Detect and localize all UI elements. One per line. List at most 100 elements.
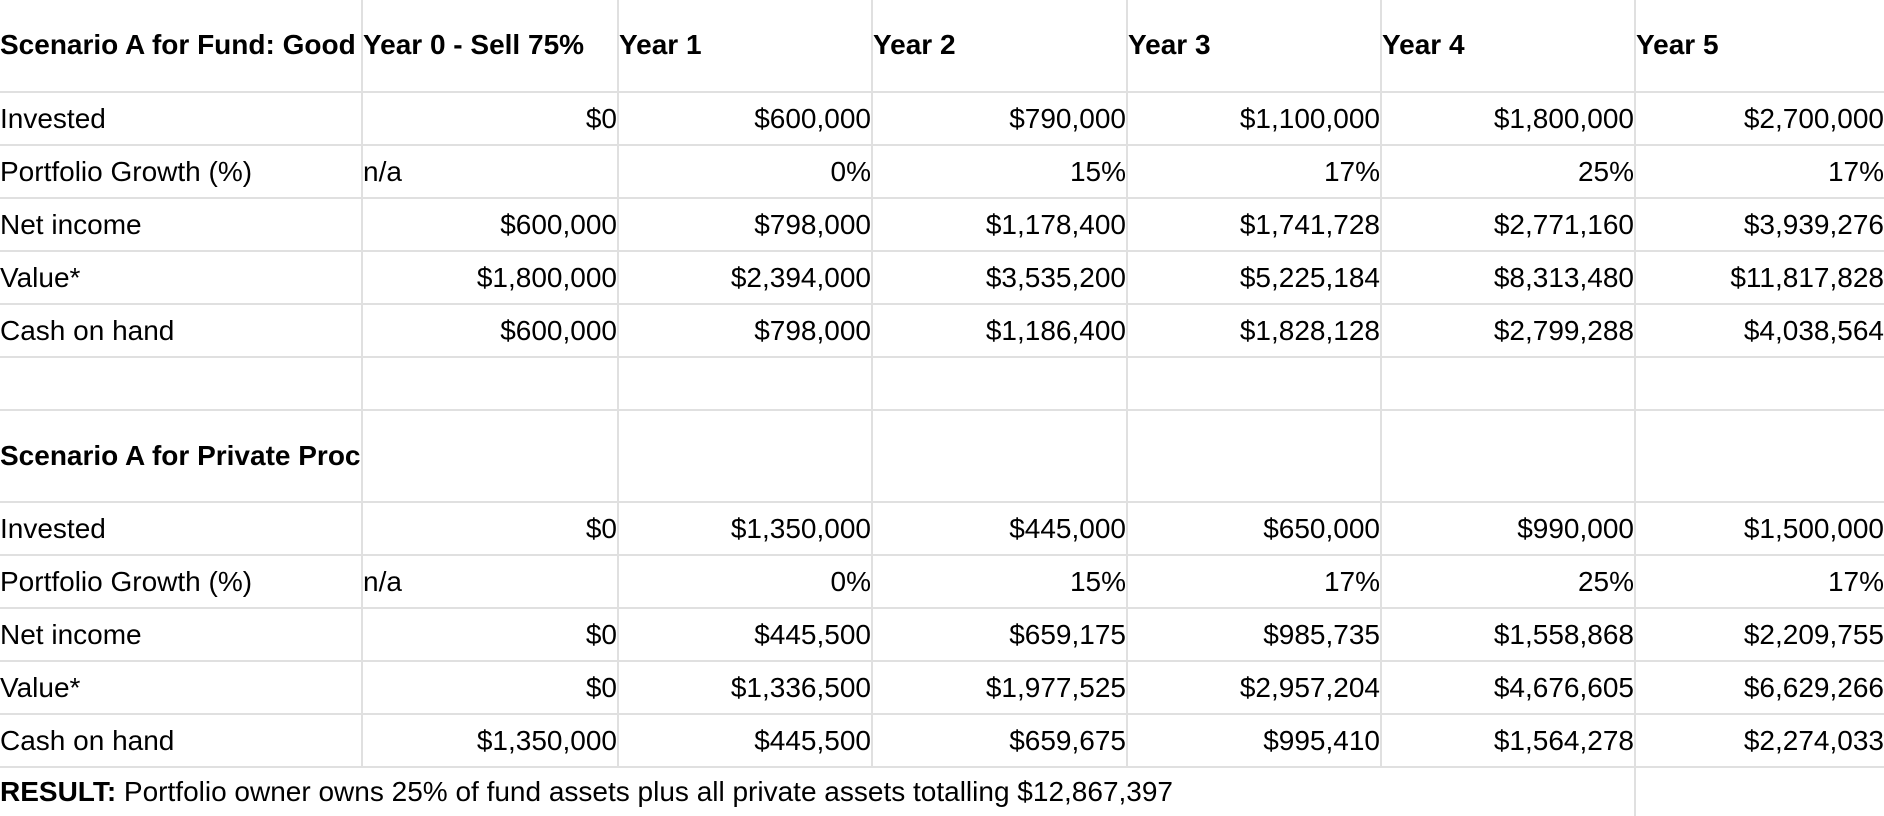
header-year-5[interactable]: Year 5 — [1634, 0, 1884, 93]
row-label-cash-on-hand[interactable]: Cash on hand — [0, 713, 363, 768]
result-cell[interactable]: RESULT: Portfolio owner owns 25% of fund… — [0, 766, 1636, 816]
table-cell[interactable]: $659,175 — [871, 607, 1128, 662]
table-cell[interactable] — [871, 409, 1128, 503]
row-label-net-income[interactable]: Net income — [0, 607, 363, 662]
table-cell[interactable]: $445,000 — [871, 501, 1128, 556]
table-cell[interactable]: $445,500 — [617, 713, 873, 768]
table-cell[interactable]: $0 — [361, 607, 619, 662]
table-cell[interactable]: n/a — [361, 144, 619, 199]
table-cell[interactable]: $995,410 — [1126, 713, 1382, 768]
table-cell[interactable]: $1,977,525 — [871, 660, 1128, 715]
table-cell[interactable]: $4,676,605 — [1380, 660, 1636, 715]
table-cell[interactable]: $1,336,500 — [617, 660, 873, 715]
table-cell[interactable]: $1,350,000 — [361, 713, 619, 768]
header-year-3[interactable]: Year 3 — [1126, 0, 1382, 93]
table-cell[interactable]: $2,799,288 — [1380, 303, 1636, 358]
table-cell[interactable]: 15% — [871, 144, 1128, 199]
result-label: RESULT: — [0, 776, 117, 807]
row-label-invested[interactable]: Invested — [0, 501, 363, 556]
table-cell[interactable]: $990,000 — [1380, 501, 1636, 556]
table-cell[interactable]: $3,939,276 — [1634, 197, 1884, 252]
table-cell[interactable]: $0 — [361, 660, 619, 715]
table-cell[interactable]: $1,800,000 — [1380, 91, 1636, 146]
table-cell[interactable]: $1,558,868 — [1380, 607, 1636, 662]
table-cell[interactable] — [361, 356, 619, 411]
table-row: Invested $0 $1,350,000 $445,000 $650,000… — [0, 501, 1884, 556]
table-cell[interactable]: $1,350,000 — [617, 501, 873, 556]
table-cell[interactable]: $1,100,000 — [1126, 91, 1382, 146]
table-cell[interactable]: $445,500 — [617, 607, 873, 662]
table-cell[interactable]: $600,000 — [361, 303, 619, 358]
section1-title-cell[interactable]: Scenario A for Fund: Good — [0, 0, 363, 93]
table-cell[interactable]: 17% — [1126, 554, 1382, 609]
table-cell[interactable] — [1634, 766, 1884, 816]
table-cell[interactable]: $659,675 — [871, 713, 1128, 768]
table-cell[interactable]: 15% — [871, 554, 1128, 609]
table-cell[interactable] — [1380, 409, 1636, 503]
table-cell[interactable]: $1,564,278 — [1380, 713, 1636, 768]
table-cell[interactable] — [617, 409, 873, 503]
header-year-4[interactable]: Year 4 — [1380, 0, 1636, 93]
table-cell[interactable]: $1,178,400 — [871, 197, 1128, 252]
table-cell[interactable]: $1,186,400 — [871, 303, 1128, 358]
header-year-2[interactable]: Year 2 — [871, 0, 1128, 93]
table-cell[interactable]: n/a — [361, 554, 619, 609]
table-cell[interactable]: $650,000 — [1126, 501, 1382, 556]
table-cell[interactable]: $2,274,033 — [1634, 713, 1884, 768]
table-cell[interactable]: $2,771,160 — [1380, 197, 1636, 252]
table-cell[interactable]: 17% — [1126, 144, 1382, 199]
row-label-value[interactable]: Value* — [0, 660, 363, 715]
table-row: Cash on hand $1,350,000 $445,500 $659,67… — [0, 713, 1884, 768]
table-cell[interactable] — [1126, 409, 1382, 503]
table-cell[interactable]: $798,000 — [617, 303, 873, 358]
table-cell[interactable]: 17% — [1634, 554, 1884, 609]
header-year-1[interactable]: Year 1 — [617, 0, 873, 93]
table-cell[interactable]: $5,225,184 — [1126, 250, 1382, 305]
table-cell[interactable]: $2,700,000 — [1634, 91, 1884, 146]
table-cell[interactable]: $6,629,266 — [1634, 660, 1884, 715]
table-cell[interactable]: 25% — [1380, 554, 1636, 609]
row-label-portfolio-growth[interactable]: Portfolio Growth (%) — [0, 144, 363, 199]
table-cell[interactable]: $600,000 — [361, 197, 619, 252]
table-cell[interactable] — [1380, 356, 1636, 411]
table-cell[interactable]: $2,957,204 — [1126, 660, 1382, 715]
table-cell[interactable]: $2,209,755 — [1634, 607, 1884, 662]
table-cell[interactable] — [361, 409, 619, 503]
row-label-cash-on-hand[interactable]: Cash on hand — [0, 303, 363, 358]
table-cell[interactable]: $2,394,000 — [617, 250, 873, 305]
table-cell[interactable]: 0% — [617, 144, 873, 199]
table-cell[interactable]: $0 — [361, 91, 619, 146]
table-cell[interactable] — [1126, 356, 1382, 411]
table-row: Net income $600,000 $798,000 $1,178,400 … — [0, 197, 1884, 252]
table-cell[interactable]: $798,000 — [617, 197, 873, 252]
table-cell[interactable]: $790,000 — [871, 91, 1128, 146]
table-cell[interactable]: $1,741,728 — [1126, 197, 1382, 252]
table-cell[interactable]: 17% — [1634, 144, 1884, 199]
table-cell[interactable] — [871, 356, 1128, 411]
header-year-0[interactable]: Year 0 - Sell 75% — [361, 0, 619, 93]
row-label-net-income[interactable]: Net income — [0, 197, 363, 252]
table-cell[interactable]: $0 — [361, 501, 619, 556]
table-cell[interactable] — [1634, 356, 1884, 411]
table-cell[interactable]: $11,817,828 — [1634, 250, 1884, 305]
table-cell[interactable]: 25% — [1380, 144, 1636, 199]
table-cell[interactable] — [1634, 409, 1884, 503]
section2-title-cell[interactable]: Scenario A for Private Proceeds: Good — [0, 409, 363, 503]
table-cell[interactable] — [0, 356, 363, 411]
table-cell[interactable]: $1,828,128 — [1126, 303, 1382, 358]
table-cell[interactable]: $985,735 — [1126, 607, 1382, 662]
table-cell[interactable]: $4,038,564 — [1634, 303, 1884, 358]
table-cell[interactable]: $600,000 — [617, 91, 873, 146]
table-cell[interactable]: 0% — [617, 554, 873, 609]
row-label-portfolio-growth[interactable]: Portfolio Growth (%) — [0, 554, 363, 609]
row-label-value[interactable]: Value* — [0, 250, 363, 305]
table-cell[interactable] — [617, 356, 873, 411]
table-cell[interactable]: $1,800,000 — [361, 250, 619, 305]
table-cell[interactable]: $1,500,000 — [1634, 501, 1884, 556]
row-label-invested[interactable]: Invested — [0, 91, 363, 146]
table-cell[interactable]: $8,313,480 — [1380, 250, 1636, 305]
table-cell[interactable]: $3,535,200 — [871, 250, 1128, 305]
table-row: Value* $1,800,000 $2,394,000 $3,535,200 … — [0, 250, 1884, 305]
